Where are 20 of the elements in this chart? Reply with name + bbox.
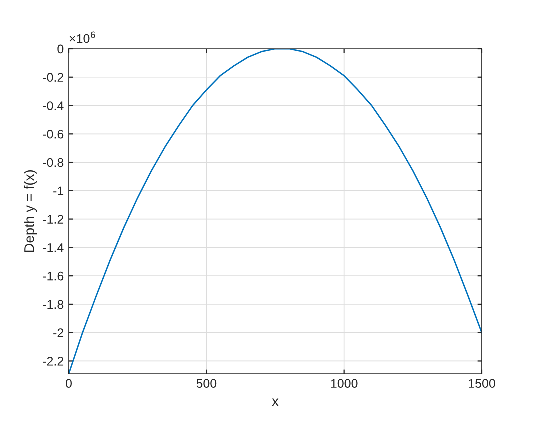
x-tick-label: 500 (196, 379, 217, 388)
text: ×10$^{6}$ (70, 32, 96, 44)
line-series (69, 49, 482, 374)
y-tick-label: -0.8 (43, 158, 64, 168)
x-axis-title: x (272, 398, 279, 406)
y-tick-label: -1.2 (43, 215, 64, 224)
y-tick-label: -1.8 (43, 300, 64, 310)
x-tick-label: 1500 (469, 379, 496, 388)
y-tick-label: -0.4 (43, 102, 64, 110)
y-tick-label: -2 (54, 328, 64, 338)
y-axis-title: Depth y = f(x) (24, 170, 38, 252)
y-tick-label: -0.2 (43, 73, 64, 82)
y-tick-label: -1.4 (43, 244, 64, 252)
y-tick-label: -1.6 (43, 272, 64, 281)
x-tick-label: 1000 (331, 379, 358, 388)
y-tick-label: -1 (54, 186, 64, 196)
y-tick-label: -2.2 (43, 357, 64, 366)
y-tick-label: -0.6 (43, 130, 64, 139)
x-tick-label: 0 (66, 379, 72, 388)
y-tick-label: 0 (58, 44, 64, 54)
